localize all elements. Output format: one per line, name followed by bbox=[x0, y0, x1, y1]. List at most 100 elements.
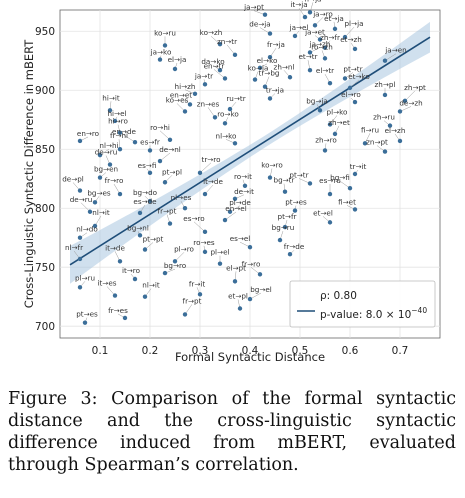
x-axis-label: Formal Syntactic Distance bbox=[175, 350, 325, 364]
data-point bbox=[147, 148, 153, 153]
point-label: ko→es bbox=[166, 95, 189, 104]
point-label: ja→pt bbox=[243, 3, 264, 12]
x-tick-label: 0.5 bbox=[292, 345, 309, 357]
data-point bbox=[232, 141, 238, 146]
data-point bbox=[77, 235, 83, 240]
point-label: zh→pt bbox=[404, 83, 426, 92]
data-point bbox=[107, 108, 113, 113]
data-point bbox=[162, 270, 168, 276]
data-point bbox=[172, 259, 178, 264]
label-leader-line bbox=[404, 90, 416, 102]
point-label: el→pt bbox=[226, 263, 246, 272]
data-point bbox=[307, 10, 313, 15]
point-label: pl→ko bbox=[327, 107, 348, 116]
point-label: bg→do bbox=[133, 188, 157, 197]
data-point bbox=[382, 149, 388, 154]
point-label: ru→tr bbox=[226, 94, 245, 103]
point-label: et→ko bbox=[348, 72, 370, 81]
x-tick-label: 0.4 bbox=[242, 345, 259, 357]
data-point bbox=[182, 109, 188, 114]
data-point bbox=[82, 320, 88, 325]
point-label: el→zh bbox=[385, 126, 406, 135]
data-point bbox=[142, 247, 148, 252]
data-point bbox=[237, 306, 243, 311]
y-ticks: 700 750 800 850 900 950 bbox=[35, 26, 55, 333]
point-label: et→ja bbox=[324, 14, 344, 23]
point-label: fr→ja bbox=[267, 40, 285, 49]
point-label: ko→ja bbox=[248, 64, 269, 73]
point-label: it→es bbox=[97, 279, 116, 288]
label-leader-line bbox=[159, 130, 171, 140]
data-point bbox=[92, 200, 98, 205]
point-label: it→ro bbox=[122, 266, 140, 275]
legend-pvalue-exponent: −40 bbox=[411, 306, 427, 315]
point-label: et→el bbox=[313, 208, 333, 217]
point-label: fr→it bbox=[189, 279, 206, 288]
label-leader-line bbox=[213, 69, 226, 79]
point-label: fi→ru bbox=[361, 125, 379, 134]
point-label: es→de bbox=[133, 197, 157, 206]
point-label: zh→ro bbox=[315, 135, 337, 144]
data-point bbox=[332, 131, 338, 137]
point-label: pt→es bbox=[76, 310, 98, 319]
data-point bbox=[147, 198, 153, 204]
data-point bbox=[202, 249, 208, 255]
data-point bbox=[262, 84, 268, 89]
data-point bbox=[222, 76, 228, 81]
point-label: ja→zh bbox=[309, 39, 331, 48]
data-point bbox=[327, 80, 333, 86]
data-point bbox=[307, 50, 313, 55]
point-label: pt→tr bbox=[289, 170, 308, 179]
point-label: ja→et bbox=[304, 27, 325, 36]
label-leader-line bbox=[224, 211, 237, 221]
data-point bbox=[322, 56, 328, 61]
point-label: hi→el bbox=[108, 109, 127, 118]
data-point bbox=[227, 106, 233, 112]
data-point bbox=[182, 312, 188, 317]
y-axis-label: Cross-Linguistic Syntactic Difference in… bbox=[22, 39, 36, 309]
point-label: zh→fr bbox=[320, 33, 340, 42]
point-label: de→it bbox=[234, 187, 254, 196]
legend-pvalue-prefix: p-value: 8.0 × 10 bbox=[320, 309, 411, 321]
data-point bbox=[327, 122, 333, 127]
point-label: tr→bg bbox=[259, 69, 280, 78]
figure-caption: Figure 3: Comparison of the formal synta… bbox=[8, 389, 456, 475]
point-label: it→ja bbox=[290, 0, 307, 9]
data-point bbox=[172, 66, 178, 72]
point-label: bg→es bbox=[87, 188, 111, 197]
data-point bbox=[187, 102, 193, 107]
x-tick-label: 0.7 bbox=[392, 345, 409, 357]
data-point bbox=[322, 148, 328, 153]
point-label: zh→pl bbox=[375, 80, 396, 89]
y-tick-label: 750 bbox=[35, 262, 55, 274]
point-label: zn→pt bbox=[366, 138, 388, 147]
point-label: et→zh bbox=[340, 35, 362, 44]
point-label: pl→ru bbox=[75, 273, 95, 282]
data-point bbox=[302, 14, 308, 20]
data-point bbox=[117, 147, 123, 152]
data-point bbox=[267, 31, 273, 36]
point-label: bg→ja bbox=[306, 96, 328, 105]
data-point bbox=[202, 82, 208, 87]
data-point bbox=[117, 130, 123, 135]
point-label: el→ja bbox=[168, 55, 187, 64]
data-point bbox=[282, 189, 288, 194]
data-point bbox=[162, 180, 168, 185]
legend: ρ: 0.80 p-value: 8.0 × 10−40 bbox=[289, 280, 436, 328]
data-point bbox=[202, 229, 208, 235]
y-tick-label: 950 bbox=[35, 26, 55, 38]
x-tick-label: 0.2 bbox=[142, 345, 159, 357]
point-label: pl→ro bbox=[174, 244, 194, 253]
point-label: fr→pt bbox=[158, 207, 177, 216]
data-point bbox=[327, 220, 333, 225]
point-label: es→fr bbox=[140, 137, 160, 146]
point-label: el→tr bbox=[316, 66, 334, 75]
data-point bbox=[132, 139, 138, 145]
data-point bbox=[227, 209, 233, 214]
point-label: es→fi bbox=[138, 161, 157, 170]
point-label: ko→zh bbox=[200, 28, 223, 37]
legend-box bbox=[289, 280, 436, 328]
data-point bbox=[217, 261, 223, 266]
point-label: de→ja bbox=[249, 20, 270, 29]
